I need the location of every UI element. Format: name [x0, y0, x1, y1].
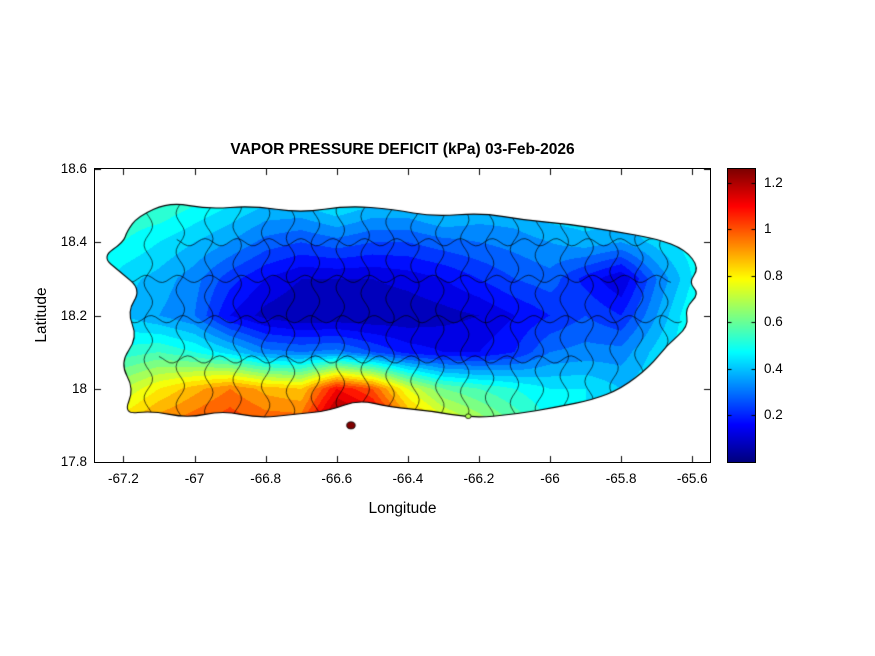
- colorbar-tick-label: 1: [764, 221, 772, 237]
- x-axis-label: Longitude: [368, 500, 437, 517]
- x-tick-label: -65.6: [676, 471, 708, 486]
- y-tick-label: 18.2: [60, 307, 87, 323]
- y-tick-label: 18.6: [60, 161, 87, 176]
- x-tick-label: -66.2: [463, 471, 495, 486]
- colorbar-tick-label: 0.6: [764, 314, 783, 330]
- colorbar-tick-label: 0.4: [764, 360, 783, 376]
- y-tick-label: 17.8: [60, 454, 87, 469]
- x-tick-label: -67.2: [108, 471, 139, 486]
- colorbar-tick-label: 1.2: [764, 174, 783, 190]
- x-tick-label: -66.6: [321, 471, 353, 486]
- x-tick-label: -67: [184, 471, 205, 486]
- y-tick-label: 18: [71, 380, 87, 396]
- chart-title: VAPOR PRESSURE DEFICIT (kPa) 03-Feb-2026: [230, 141, 575, 158]
- x-tick-label: -65.8: [605, 471, 637, 486]
- colorbar-gradient-canvas: [728, 169, 755, 462]
- x-tick-label: -66.8: [250, 471, 282, 486]
- colorbar: [727, 168, 756, 463]
- x-tick-label: -66.4: [392, 471, 424, 486]
- plot-area: [94, 168, 711, 463]
- vpd-heatmap-canvas: [95, 169, 710, 462]
- x-tick-label: -66: [540, 471, 560, 486]
- y-tick-label: 18.4: [60, 234, 87, 250]
- colorbar-tick-label: 0.8: [764, 267, 783, 283]
- colorbar-tick-label: 0.2: [764, 407, 783, 423]
